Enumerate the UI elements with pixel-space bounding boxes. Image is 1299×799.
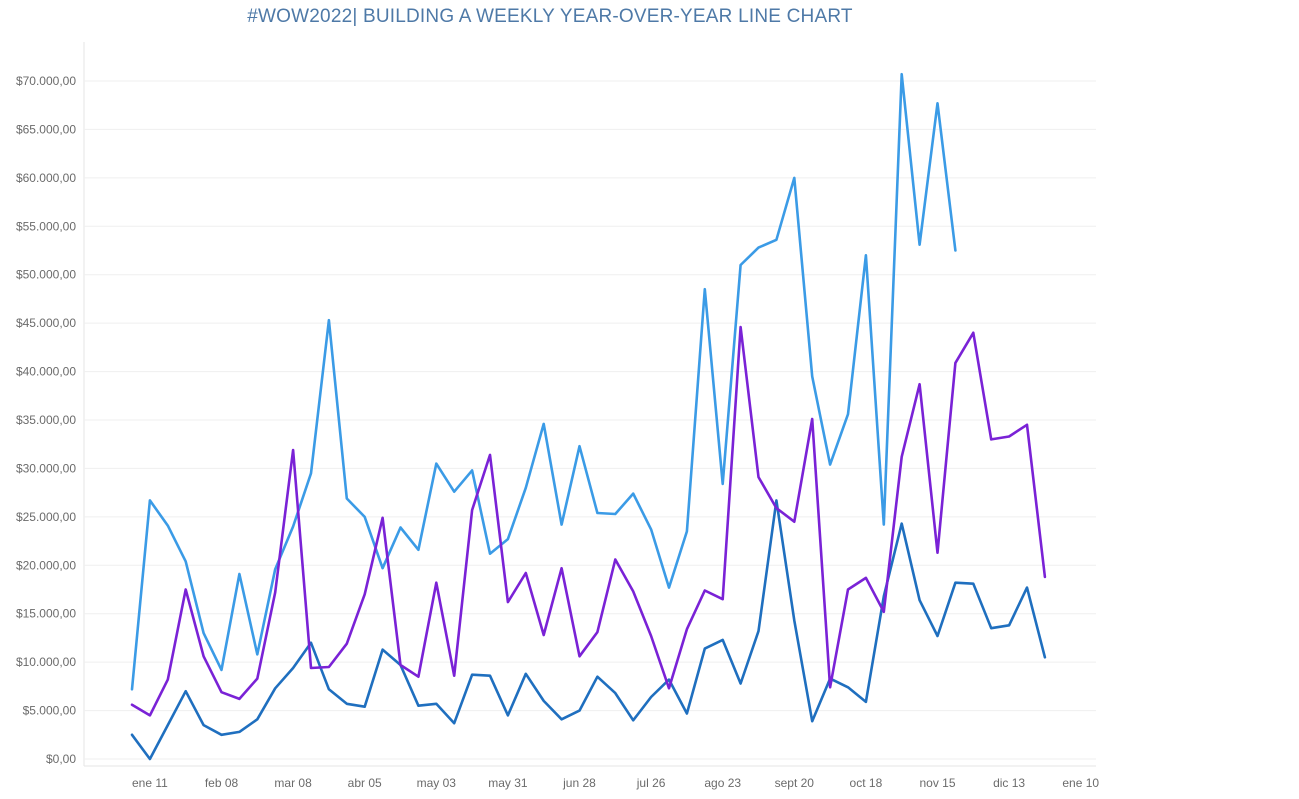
x-tick-label: sept 20 bbox=[775, 776, 815, 790]
x-tick-label: feb 08 bbox=[205, 776, 239, 790]
y-tick-label: $40.000,00 bbox=[16, 365, 76, 379]
y-tick-label: $15.000,00 bbox=[16, 607, 76, 621]
x-tick-label: may 31 bbox=[488, 776, 528, 790]
y-tick-label: $25.000,00 bbox=[16, 510, 76, 524]
y-tick-label: $35.000,00 bbox=[16, 413, 76, 427]
y-tick-label: $65.000,00 bbox=[16, 122, 76, 136]
x-tick-label: ago 23 bbox=[704, 776, 741, 790]
y-tick-label: $0,00 bbox=[46, 752, 76, 766]
chart-title: #WOW2022| BUILDING A WEEKLY YEAR-OVER-YE… bbox=[247, 6, 853, 27]
x-tick-label: jun 28 bbox=[562, 776, 596, 790]
y-tick-label: $30.000,00 bbox=[16, 461, 76, 475]
series-line-1[interactable] bbox=[130, 499, 1047, 761]
y-tick-label: $20.000,00 bbox=[16, 558, 76, 572]
x-tick-label: abr 05 bbox=[348, 776, 382, 790]
series-line-3[interactable] bbox=[130, 325, 1047, 717]
x-tick-label: may 03 bbox=[417, 776, 457, 790]
x-tick-label: jul 26 bbox=[636, 776, 666, 790]
y-tick-label: $50.000,00 bbox=[16, 268, 76, 282]
series-line-2[interactable] bbox=[130, 72, 957, 691]
y-tick-label: $5.000,00 bbox=[23, 704, 77, 718]
y-tick-label: $45.000,00 bbox=[16, 316, 76, 330]
x-tick-label: ene 11 bbox=[132, 776, 168, 790]
x-tick-label: nov 15 bbox=[919, 776, 955, 790]
y-tick-label: $10.000,00 bbox=[16, 655, 76, 669]
y-tick-label: $55.000,00 bbox=[16, 219, 76, 233]
x-tick-label: dic 13 bbox=[993, 776, 1025, 790]
x-tick-label: oct 18 bbox=[850, 776, 883, 790]
y-tick-label: $70.000,00 bbox=[16, 74, 76, 88]
x-tick-label: ene 10 bbox=[1062, 776, 1099, 790]
y-tick-label: $60.000,00 bbox=[16, 171, 76, 185]
x-tick-label: mar 08 bbox=[274, 776, 312, 790]
